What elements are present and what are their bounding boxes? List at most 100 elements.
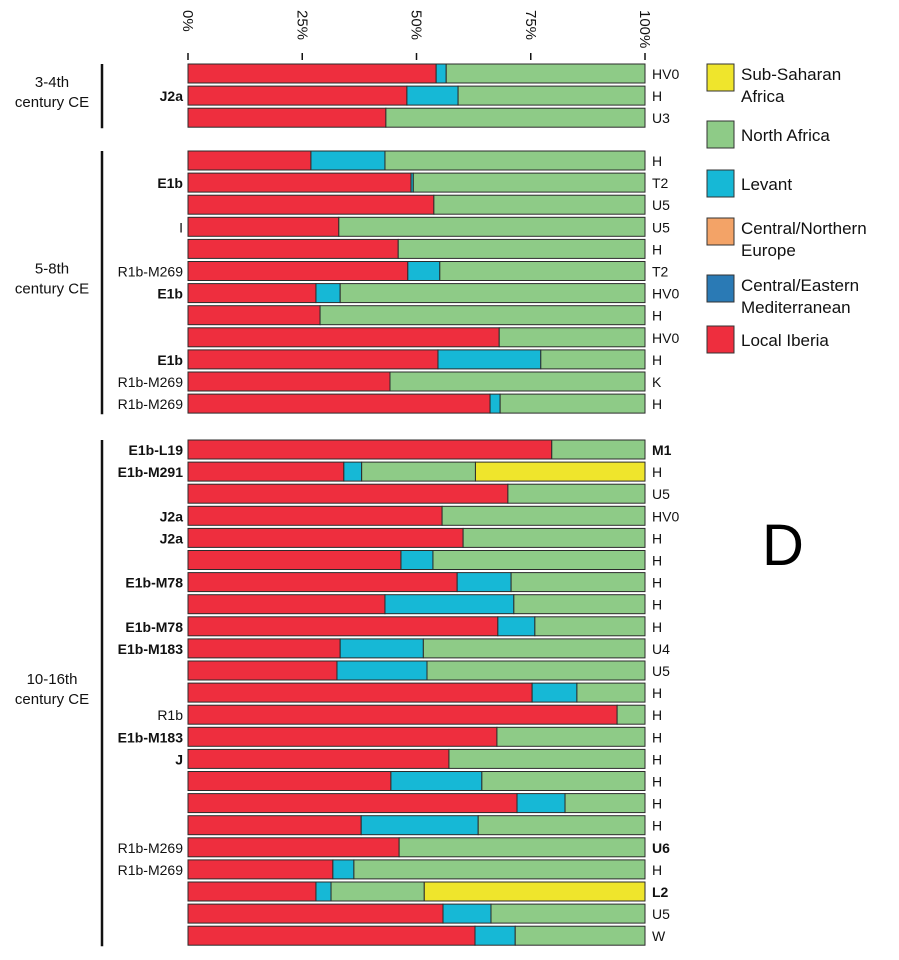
mtdna-label: HV0 — [652, 66, 679, 82]
legend-label: Local Iberia — [741, 331, 829, 350]
legend-label: Europe — [741, 241, 796, 260]
mtdna-label: H — [652, 308, 662, 324]
sample-row: R1b-M269 H — [118, 393, 662, 414]
bar-segment-ib — [187, 793, 518, 814]
bar-segment-lev — [531, 682, 578, 703]
sample-row: E1b T2 — [157, 172, 669, 193]
bar-segment-ib — [187, 837, 400, 858]
bar-segment-ssa — [423, 881, 646, 902]
group-label: 3-4th — [35, 74, 69, 91]
y-chromosome-label: E1b-M78 — [125, 619, 183, 635]
bar-segment-lev — [435, 63, 447, 84]
bar-segment-na — [499, 393, 646, 414]
legend-swatch — [706, 325, 735, 354]
bar-segment-ib — [187, 815, 362, 836]
bar-segment-ib — [187, 63, 437, 84]
sample-row: H — [187, 793, 662, 814]
bar-segment-lev — [406, 85, 459, 106]
sample-row: H — [187, 815, 662, 836]
sample-row: H — [187, 305, 662, 326]
sample-row: R1b-M269 U6 — [118, 837, 670, 858]
bar-segment-na — [432, 550, 646, 570]
bar-segment-na — [339, 283, 646, 304]
bar-segment-ib — [187, 594, 386, 615]
bar-segment-na — [540, 349, 646, 370]
bar-segment-ib — [187, 483, 509, 504]
y-chromosome-label: I — [179, 219, 183, 235]
mtdna-label: U5 — [652, 486, 670, 502]
sample-row: U3 — [187, 107, 670, 128]
sample-row: R1b-M269 H — [118, 859, 662, 880]
bar-segment-na — [481, 771, 646, 791]
bar-segment-na — [477, 815, 646, 836]
mtdna-label: H — [652, 862, 662, 878]
bar-segment-na — [426, 660, 646, 681]
sample-row: W — [187, 925, 666, 946]
legend-label: Mediterranean — [741, 298, 851, 317]
bar-segment-na — [514, 925, 646, 946]
mtdna-label: H — [652, 707, 662, 723]
bar-segment-na — [441, 505, 646, 526]
sample-row: R1b H — [157, 704, 662, 725]
bar-segment-lev — [489, 393, 501, 414]
y-chromosome-label: E1b — [157, 286, 183, 302]
bar-segment-na — [338, 216, 646, 237]
sample-row: E1b H — [157, 349, 662, 370]
bar-segment-na — [448, 748, 646, 769]
bar-segment-lev — [384, 594, 515, 615]
bar-segment-ib — [187, 527, 464, 548]
sample-group: 10-16th century CE E1b-L19 M1 E1b-M291 H U5 J2a… — [15, 439, 679, 947]
y-chromosome-label: E1b-M183 — [118, 641, 184, 657]
bar-segment-na — [513, 594, 646, 615]
x-tick-label: 75% — [522, 10, 539, 40]
bar-segment-ib — [187, 638, 341, 659]
legend-item: Central/Eastern Mediterranean — [706, 274, 859, 317]
bar-segment-ib — [187, 150, 312, 171]
mtdna-label: H — [652, 241, 662, 257]
bar-segment-lev — [332, 859, 355, 880]
bar-segment-na — [384, 150, 646, 171]
bar-segment-lev — [407, 261, 441, 281]
mtdna-label: U4 — [652, 641, 670, 657]
bar-segment-na — [389, 371, 646, 392]
mtdna-label: HV0 — [652, 330, 679, 346]
bar-segment-ib — [187, 85, 408, 106]
bar-segment-ib — [187, 194, 435, 215]
bar-segment-ib — [187, 305, 321, 326]
bar-segment-ib — [187, 283, 317, 304]
legend: Sub-Saharan Africa North Africa Levant Centr… — [706, 63, 867, 354]
legend-swatch — [706, 169, 735, 198]
sample-row: H — [187, 550, 662, 570]
bar-segment-ib — [187, 903, 444, 924]
mtdna-label: H — [652, 396, 662, 412]
bar-segment-lev — [315, 283, 341, 304]
panel-letter: D — [762, 513, 804, 578]
sample-row: U5 — [187, 194, 670, 215]
y-chromosome-label: R1b-M269 — [118, 862, 184, 878]
bar-segment-ib — [187, 925, 476, 946]
mtdna-label: H — [652, 88, 662, 104]
bar-segment-na — [319, 305, 646, 326]
bar-segment-lev — [390, 771, 483, 791]
bar-segment-ib — [187, 461, 345, 482]
sample-group: 3-4th century CE HV0 J2a H U3 — [15, 63, 679, 129]
bar-segment-ib — [187, 859, 334, 880]
bar-segment-na — [398, 837, 646, 858]
legend-label: Africa — [741, 87, 785, 106]
x-tick-label: 0% — [179, 10, 196, 32]
legend-item: Sub-Saharan Africa — [706, 63, 841, 106]
bar-segment-na — [507, 483, 646, 504]
bar-segment-na — [564, 793, 646, 814]
sample-row: R1b-M269 T2 — [118, 261, 669, 281]
sample-row: E1b-M78 H — [125, 616, 662, 637]
bar-segment-ib — [187, 572, 458, 593]
group-label: 5-8th — [35, 261, 69, 278]
legend-label: North Africa — [741, 126, 830, 145]
bar-segment-lev — [310, 150, 386, 171]
y-chromosome-label: E1b-M183 — [118, 729, 184, 745]
legend-item: North Africa — [706, 120, 830, 149]
sample-row: L2 — [187, 881, 669, 902]
y-chromosome-label: R1b-M269 — [118, 396, 184, 412]
